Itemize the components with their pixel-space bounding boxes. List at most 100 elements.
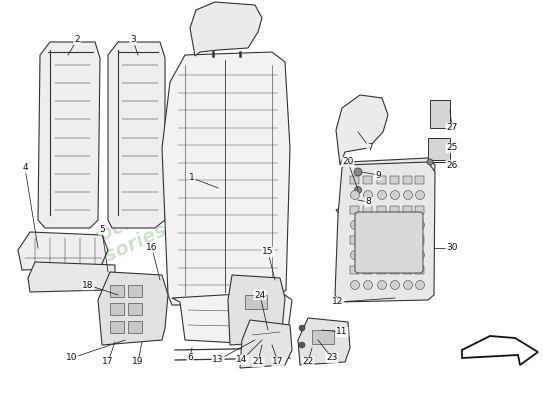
Polygon shape <box>108 42 165 228</box>
Bar <box>110 303 124 315</box>
Text: 19: 19 <box>132 358 144 366</box>
Circle shape <box>415 190 425 200</box>
Text: eurocarparts.com
accessories since 1985: eurocarparts.com accessories since 1985 <box>37 148 283 292</box>
Bar <box>128 321 142 333</box>
Bar <box>363 206 372 214</box>
Bar <box>350 236 359 244</box>
Text: 14: 14 <box>236 356 248 364</box>
Polygon shape <box>28 262 115 292</box>
Bar <box>403 266 412 274</box>
Text: 2: 2 <box>74 36 80 44</box>
Text: 8: 8 <box>365 198 371 206</box>
Text: 24: 24 <box>254 290 266 300</box>
Text: 1: 1 <box>189 174 195 182</box>
Circle shape <box>404 280 412 290</box>
Text: 15: 15 <box>262 248 274 256</box>
Circle shape <box>404 190 412 200</box>
Text: 6: 6 <box>187 354 193 362</box>
Bar <box>377 206 386 214</box>
Circle shape <box>350 190 360 200</box>
Circle shape <box>364 220 372 230</box>
Text: 30: 30 <box>446 244 458 252</box>
Polygon shape <box>162 52 290 305</box>
Text: 13: 13 <box>212 356 224 364</box>
Bar <box>363 236 372 244</box>
Bar <box>403 206 412 214</box>
Polygon shape <box>190 2 262 56</box>
Circle shape <box>415 220 425 230</box>
Bar <box>415 266 424 274</box>
Text: 27: 27 <box>446 124 458 132</box>
Circle shape <box>404 220 412 230</box>
Text: 3: 3 <box>130 36 136 44</box>
Bar <box>415 176 424 184</box>
Circle shape <box>390 280 399 290</box>
Bar <box>430 100 450 128</box>
Circle shape <box>390 250 399 260</box>
Circle shape <box>415 280 425 290</box>
Text: 25: 25 <box>446 144 458 152</box>
Bar <box>377 236 386 244</box>
Bar <box>110 321 124 333</box>
Bar <box>415 206 424 214</box>
Text: 22: 22 <box>302 358 313 366</box>
Text: 11: 11 <box>336 328 348 336</box>
FancyBboxPatch shape <box>355 212 423 273</box>
Circle shape <box>299 325 305 331</box>
Bar <box>128 303 142 315</box>
Text: 16: 16 <box>146 244 158 252</box>
Bar <box>363 266 372 274</box>
Bar <box>312 330 334 344</box>
Text: 18: 18 <box>82 280 94 290</box>
Polygon shape <box>98 272 168 345</box>
Circle shape <box>364 280 372 290</box>
Circle shape <box>364 190 372 200</box>
Circle shape <box>377 220 387 230</box>
Circle shape <box>354 168 362 176</box>
Text: 26: 26 <box>446 160 458 170</box>
Bar <box>390 206 399 214</box>
Polygon shape <box>228 275 285 345</box>
Text: 9: 9 <box>375 170 381 180</box>
Bar <box>415 236 424 244</box>
Text: 12: 12 <box>332 298 344 306</box>
Circle shape <box>364 250 372 260</box>
Circle shape <box>377 250 387 260</box>
Circle shape <box>299 342 305 348</box>
Polygon shape <box>462 336 538 365</box>
Bar <box>363 176 372 184</box>
Circle shape <box>427 159 433 165</box>
Text: 21: 21 <box>252 358 263 366</box>
Text: 10: 10 <box>66 354 78 362</box>
Polygon shape <box>336 158 435 215</box>
Bar <box>350 266 359 274</box>
Bar <box>245 295 267 309</box>
Polygon shape <box>298 318 350 365</box>
Bar <box>403 236 412 244</box>
Text: 23: 23 <box>326 354 338 362</box>
Bar <box>350 206 359 214</box>
Polygon shape <box>172 292 292 345</box>
Circle shape <box>355 186 361 194</box>
Bar <box>377 176 386 184</box>
Circle shape <box>390 190 399 200</box>
Polygon shape <box>240 320 292 368</box>
Text: 17: 17 <box>102 358 114 366</box>
Bar <box>403 176 412 184</box>
Polygon shape <box>336 95 388 165</box>
Bar <box>390 266 399 274</box>
Circle shape <box>350 220 360 230</box>
Circle shape <box>415 250 425 260</box>
Bar <box>128 285 142 297</box>
Circle shape <box>350 280 360 290</box>
Bar <box>428 138 450 160</box>
Bar <box>350 176 359 184</box>
Polygon shape <box>18 232 108 270</box>
Polygon shape <box>38 42 100 228</box>
Bar <box>390 236 399 244</box>
Circle shape <box>404 250 412 260</box>
Circle shape <box>350 250 360 260</box>
Circle shape <box>377 190 387 200</box>
Bar <box>110 285 124 297</box>
Polygon shape <box>335 162 435 302</box>
